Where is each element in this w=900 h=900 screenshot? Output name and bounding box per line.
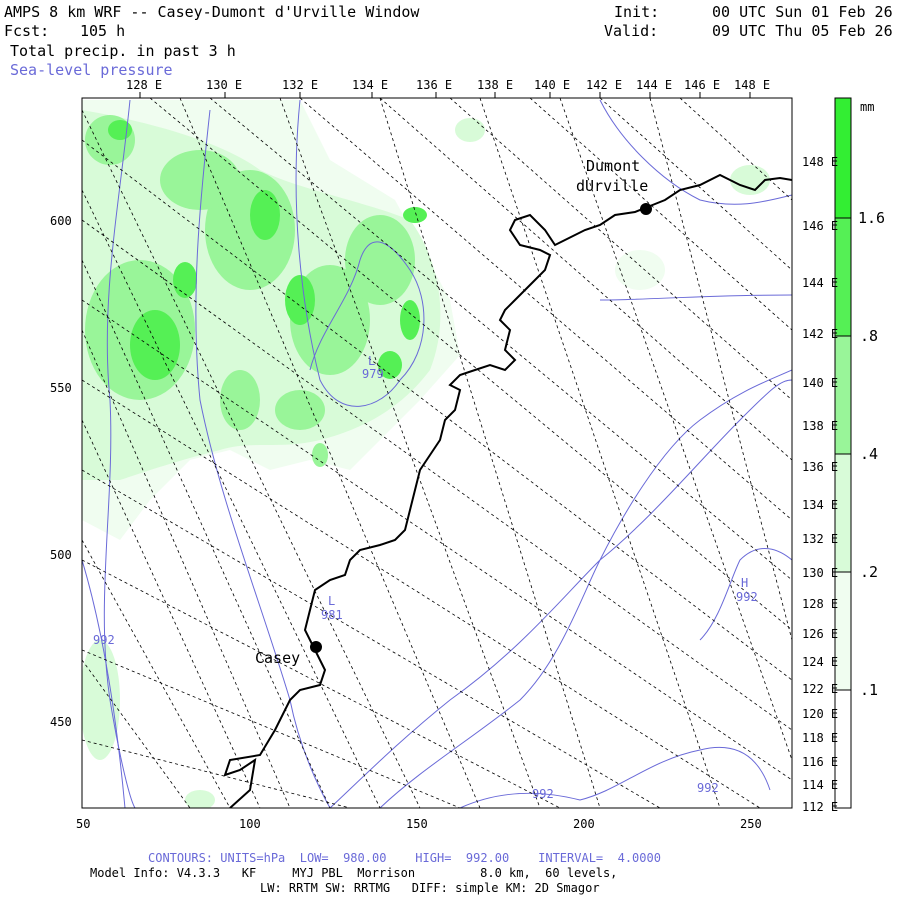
colorbar-unit: mm [860,100,875,114]
right-axis-label: 130 E [802,566,839,580]
right-axis-label: 144 E [802,276,839,290]
low-pressure-value: 981 [321,608,343,622]
top-axis-label: 130 E [206,78,243,92]
x-axis-label: 50 [76,817,91,831]
x-axis-label: 150 [406,817,428,831]
low-pressure-letter: L [328,594,336,608]
field-name: Total precip. in past 3 h [10,42,236,60]
top-axis-label: 128 E [126,78,163,92]
casey-station-marker [310,641,322,653]
right-axis-label: 148 E [802,155,839,169]
top-axis-label: 134 E [352,78,389,92]
top-axis-label: 144 E [636,78,673,92]
x-axis-label: 200 [573,817,595,831]
slp-contours [82,99,792,808]
right-axis-label: 116 E [802,755,839,769]
valid-time: 09 UTC Thu 05 Feb 26 [712,22,893,40]
right-axis-label: 142 E [802,327,839,341]
station-label-casey: Casey [255,649,301,667]
colorbar-label: 1.6 [858,209,886,227]
forecast-label: Fcst: [4,22,50,40]
contour-info: CONTOURS: UNITS=hPa LOW= 980.00 HIGH= 99… [148,851,661,865]
lat-lon-grid [82,98,792,808]
y-axis-label: 500 [50,548,72,562]
colorbar-label: .4 [860,445,879,463]
right-axis-label: 122 E [802,682,839,696]
colorbar [834,97,852,809]
right-axis-label: 128 E [802,597,839,611]
physics-info: LW: RRTM SW: RRTMG DIFF: simple KM: 2D S… [260,881,600,895]
right-axis-label: 138 E [802,419,839,433]
y-axis-label: 550 [50,381,72,395]
top-axis-label: 136 E [416,78,453,92]
low-pressure-value: 979 [362,367,384,381]
right-axis-label: 120 E [802,707,839,721]
high-pressure-letter: H [741,576,749,590]
y-axis-label: 450 [50,715,72,729]
top-axis-label: 148 E [734,78,771,92]
init-label: Init: [614,3,660,21]
forecast-hours: 105 h [80,22,126,40]
chart-title: AMPS 8 km WRF -- Casey-Dumont d'Urville … [4,3,420,21]
right-axis-label: 134 E [802,498,839,512]
right-axis-label: 112 E [802,800,839,814]
valid-label: Valid: [604,22,659,40]
low-pressure-letter: L [368,354,376,368]
top-axis-label: 142 E [586,78,623,92]
init-time: 00 UTC Sun 01 Feb 26 [712,3,893,21]
colorbar-label: .1 [860,681,879,699]
right-axis-label: 114 E [802,778,839,792]
top-axis-label: 138 E [477,78,514,92]
top-axis-ticks [139,92,751,98]
colorbar-label: .2 [860,563,879,581]
coastline [223,173,792,808]
model-info: Model Info: V4.3.3 KF MYJ PBL Morrison 8… [90,866,618,880]
right-axis-label: 124 E [802,655,839,669]
x-axis-label: 100 [239,817,261,831]
station-label-durville: dUrville [576,177,649,195]
contour-label: 992 [697,781,719,795]
top-axis-label: 132 E [282,78,319,92]
contour-label: 992 [93,633,115,647]
dumont-station-marker [640,203,652,215]
right-axis-label: 146 E [802,219,839,233]
right-axis-label: 140 E [802,376,839,390]
station-label-dumont: Dumont [586,157,641,175]
top-axis-label: 140 E [534,78,571,92]
contour-label: 992 [532,787,554,801]
precip-shading [82,100,770,808]
right-axis-label: 132 E [802,532,839,546]
right-axis-label: 118 E [802,731,839,745]
top-axis-label: 146 E [684,78,721,92]
right-axis-label: 126 E [802,627,839,641]
overlay-name: Sea-level pressure [10,61,173,79]
colorbar-label: .8 [860,327,879,345]
plot-frame [81,97,793,809]
x-axis-label: 250 [740,817,762,831]
right-axis-label: 136 E [802,460,839,474]
y-axis-label: 600 [50,214,72,228]
high-pressure-value: 992 [736,590,758,604]
